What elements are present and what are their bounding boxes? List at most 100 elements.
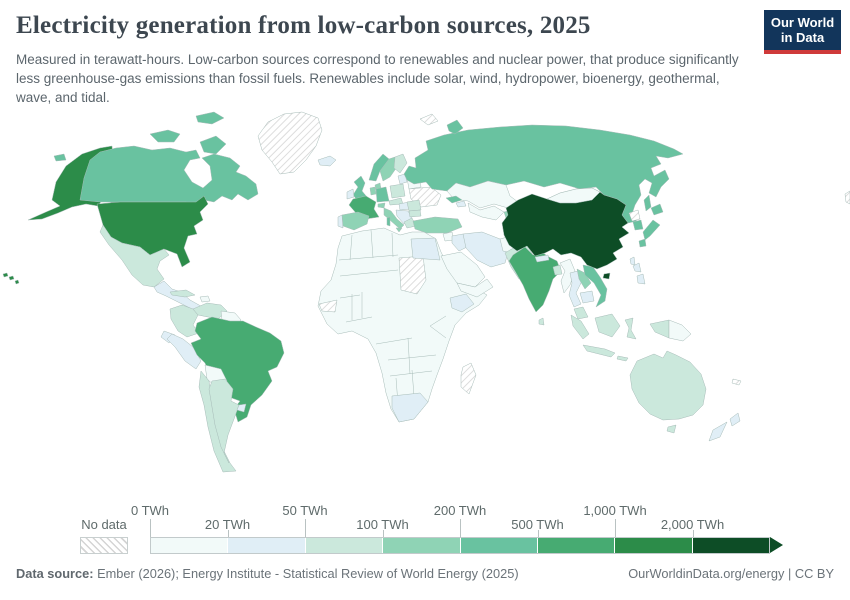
legend-bin-0[interactable] xyxy=(151,538,228,553)
legend-bin-2[interactable] xyxy=(304,538,383,553)
country-new-caledonia[interactable] xyxy=(731,378,742,386)
country-poland[interactable] xyxy=(389,183,406,199)
country-south-africa[interactable] xyxy=(391,392,429,423)
africa-internal-borders xyxy=(338,229,447,405)
country-uruguay[interactable] xyxy=(236,403,247,413)
country-germany[interactable] xyxy=(375,186,390,203)
data-source-text: Ember (2026); Energy Institute - Statist… xyxy=(93,566,519,581)
legend-bin-7[interactable] xyxy=(691,538,769,553)
country-canada-victoria-island[interactable] xyxy=(149,129,181,143)
country-bangladesh[interactable] xyxy=(552,264,563,276)
country-georgia[interactable] xyxy=(445,195,463,204)
country-iceland[interactable] xyxy=(317,155,337,167)
legend-bin-4[interactable] xyxy=(459,538,537,553)
country-myanmar[interactable] xyxy=(559,258,576,294)
owid-logo-line1: Our World xyxy=(770,15,835,30)
country-cuba[interactable] xyxy=(169,289,196,298)
country-benelux[interactable] xyxy=(369,186,377,196)
country-portugal[interactable] xyxy=(337,214,344,229)
country-egypt[interactable] xyxy=(410,237,441,261)
country-ireland[interactable] xyxy=(346,188,355,200)
legend-bin-3[interactable] xyxy=(382,538,460,553)
country-iran[interactable] xyxy=(462,231,510,268)
country-saudi-arabia[interactable] xyxy=(440,251,486,288)
country-baltics[interactable] xyxy=(397,173,408,185)
country-japan[interactable] xyxy=(638,203,664,248)
country-western-sahara[interactable] xyxy=(318,299,338,313)
legend-bin-label-3: 100 TWh xyxy=(356,517,409,532)
country-indonesia[interactable] xyxy=(570,313,670,362)
map-legend: No data 0 TWh 20 TWh 50 TWh 100 TWh 200 … xyxy=(0,501,850,561)
country-cambodia[interactable] xyxy=(579,290,595,304)
legend-bin-label-7: 2,000 TWh xyxy=(660,517,725,532)
country-philippines[interactable] xyxy=(632,262,646,285)
country-russia-bering-island[interactable] xyxy=(53,153,67,162)
country-central-asia[interactable] xyxy=(467,202,505,221)
country-australia[interactable] xyxy=(629,350,707,434)
country-azerbaijan[interactable] xyxy=(455,200,467,208)
owid-logo: Our World in Data xyxy=(764,10,841,54)
legend-no-data-swatch[interactable] xyxy=(80,537,128,554)
country-switzerland[interactable] xyxy=(377,202,386,209)
country-peru[interactable] xyxy=(166,333,202,370)
country-madagascar[interactable] xyxy=(460,362,477,395)
legend-bin-label-6: 1,000 TWh xyxy=(583,503,647,518)
chart-title: Electricity generation from low-carbon s… xyxy=(16,12,591,39)
country-new-zealand[interactable] xyxy=(708,412,741,442)
country-ethiopia[interactable] xyxy=(449,293,475,313)
country-hispaniola[interactable] xyxy=(199,295,211,303)
data-source-label: Data source: xyxy=(16,566,94,581)
country-united-states-hawaii[interactable] xyxy=(2,272,20,285)
legend-color-bar xyxy=(150,537,770,554)
legend-tick-5 xyxy=(537,530,539,537)
country-malaysia[interactable] xyxy=(573,306,589,320)
chart-footer: Data source: Ember (2026); Energy Instit… xyxy=(0,566,850,581)
country-ecuador[interactable] xyxy=(160,330,176,344)
country-bulgaria[interactable] xyxy=(408,209,422,218)
country-canada[interactable] xyxy=(79,145,259,207)
country-laos[interactable] xyxy=(576,268,592,290)
country-vietnam[interactable] xyxy=(582,264,608,308)
country-romania[interactable] xyxy=(406,199,422,212)
country-china-hainan[interactable] xyxy=(602,272,611,280)
country-north-korea[interactable] xyxy=(628,209,641,222)
country-papua-new-guinea[interactable] xyxy=(668,319,692,342)
country-russia-sakhalin[interactable] xyxy=(643,194,652,212)
world-map-svg xyxy=(2,111,850,473)
country-canada-baffin-island[interactable] xyxy=(199,135,227,155)
country-spain[interactable] xyxy=(341,211,370,231)
country-canada-ellesmere-island[interactable] xyxy=(195,111,225,125)
legend-tick-0 xyxy=(150,519,151,537)
legend-bin-5[interactable] xyxy=(536,538,615,553)
country-yemen-oman[interactable] xyxy=(456,278,494,298)
country-finland[interactable] xyxy=(393,153,408,174)
country-mongolia[interactable] xyxy=(546,187,601,204)
country-svalbard[interactable] xyxy=(419,113,439,126)
legend-bin-1[interactable] xyxy=(227,538,305,553)
license-label[interactable]: CC BY xyxy=(794,566,834,581)
country-nepal[interactable] xyxy=(534,254,550,263)
country-brazil[interactable] xyxy=(190,316,285,423)
legend-no-data-label: No data xyxy=(81,517,127,532)
owid-logo-redbar xyxy=(764,49,841,54)
world-map xyxy=(0,108,850,500)
country-argentina[interactable] xyxy=(208,378,240,464)
country-greenland[interactable] xyxy=(257,111,323,175)
legend-bin-label-5: 500 TWh xyxy=(511,517,564,532)
country-italy[interactable] xyxy=(383,207,405,233)
country-turkey[interactable] xyxy=(412,216,463,234)
country-south-korea[interactable] xyxy=(632,219,644,231)
legend-tick-4 xyxy=(460,519,461,537)
legend-tick-7 xyxy=(692,530,694,537)
legend-bin-label-2: 50 TWh xyxy=(282,503,328,518)
country-sri-lanka[interactable] xyxy=(538,317,545,326)
country-mexico[interactable] xyxy=(99,224,170,288)
country-russia-novaya-zemlya[interactable] xyxy=(446,119,464,135)
country-antimeridian-fragment[interactable] xyxy=(844,190,850,205)
legend-bin-6[interactable] xyxy=(614,538,692,553)
country-corsica-sardinia[interactable] xyxy=(386,216,391,227)
legend-arrow-tip xyxy=(770,537,783,553)
legend-bin-label-0: 0 TWh xyxy=(130,503,170,518)
country-taiwan[interactable] xyxy=(629,256,636,266)
owid-link[interactable]: OurWorldinData.org/energy xyxy=(628,566,785,581)
